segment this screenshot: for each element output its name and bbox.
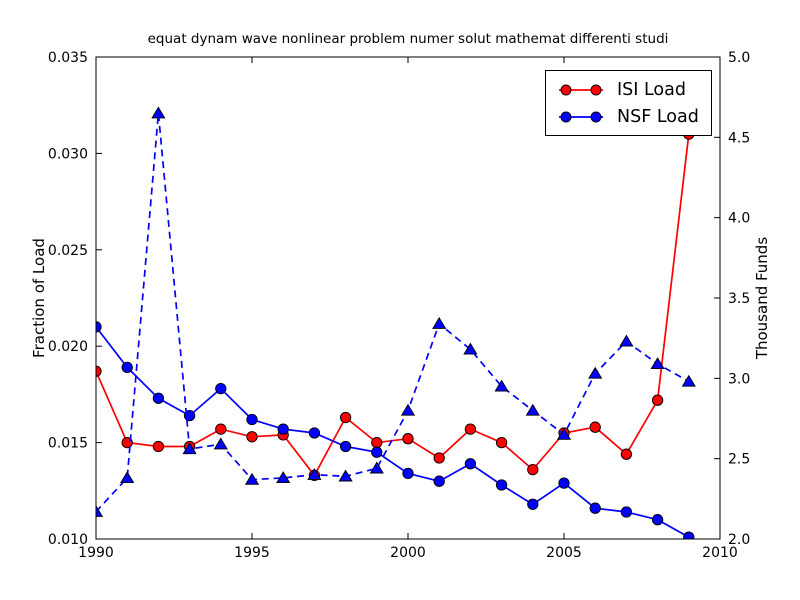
thousand-funds-marker bbox=[120, 471, 135, 484]
thousand-funds-marker bbox=[650, 357, 665, 370]
nsf-load-marker bbox=[464, 458, 477, 470]
nsf-load-marker bbox=[152, 392, 165, 404]
thousand-funds-marker bbox=[463, 342, 478, 355]
y-tick-label-right: 2.0 bbox=[728, 532, 750, 548]
nsf-load-marker bbox=[620, 506, 633, 518]
y-tick-label-right: 5.0 bbox=[728, 50, 750, 66]
nsf-load-marker bbox=[339, 440, 352, 453]
y-axis-label-right: Thousand Funds bbox=[753, 236, 771, 360]
thousand-funds-line bbox=[96, 113, 690, 513]
thousand-funds-marker bbox=[588, 366, 603, 379]
chart-title: equat dynam wave nonlinear problem numer… bbox=[147, 31, 669, 47]
isi-load-marker bbox=[464, 423, 477, 435]
x-tick-label: 1995 bbox=[234, 545, 270, 561]
x-tick-label: 2010 bbox=[702, 545, 738, 561]
isi-load-marker bbox=[651, 394, 664, 406]
thousand-funds-marker bbox=[494, 379, 509, 392]
nsf-load-marker bbox=[121, 361, 133, 374]
x-tick-label: 1990 bbox=[78, 545, 114, 561]
y-axis-label-left: Fraction of Load bbox=[30, 238, 48, 358]
nsf-load-marker bbox=[651, 514, 664, 526]
nsf-load-marker bbox=[371, 446, 383, 458]
legend: ISI Load NSF Load bbox=[545, 70, 712, 136]
y-tick-label-right: 4.0 bbox=[728, 211, 750, 227]
nsf-load-marker bbox=[215, 382, 227, 395]
series-isi-load bbox=[96, 128, 695, 482]
x-tick-label: 2005 bbox=[546, 545, 582, 561]
thousand-funds-marker bbox=[338, 469, 353, 482]
y-tick-label-left: 0.025 bbox=[48, 243, 88, 259]
y-tick-label-left: 0.035 bbox=[48, 50, 88, 66]
nsf-line-marker-icon bbox=[554, 109, 608, 125]
thousand-funds-marker bbox=[556, 427, 572, 440]
isi-load-marker bbox=[589, 421, 601, 433]
y-tick-label-right: 2.5 bbox=[728, 452, 750, 468]
isi-load-marker bbox=[527, 463, 539, 476]
thousand-funds-marker bbox=[276, 471, 291, 484]
series-nsf-load bbox=[96, 321, 695, 539]
thousand-funds-marker bbox=[432, 316, 447, 329]
y-tick-label-right: 3.0 bbox=[728, 371, 750, 387]
legend-label-isi: ISI Load bbox=[617, 79, 686, 100]
thousand-funds-marker bbox=[244, 472, 260, 485]
series-thousand-funds bbox=[96, 106, 696, 517]
isi-load-marker bbox=[495, 436, 508, 449]
thousand-funds-marker bbox=[151, 106, 166, 119]
thousand-funds-marker bbox=[619, 334, 634, 347]
y-tick-label-right: 3.5 bbox=[728, 291, 750, 307]
thousand-funds-marker bbox=[400, 403, 416, 416]
y-tick-label-left: 0.015 bbox=[48, 436, 88, 452]
isi-load-marker bbox=[339, 411, 352, 424]
isi-load-marker bbox=[246, 431, 258, 443]
nsf-load-marker bbox=[527, 498, 539, 510]
thousand-funds-marker bbox=[369, 461, 384, 474]
nsf-load-marker bbox=[683, 531, 695, 539]
legend-sample-line bbox=[559, 111, 603, 122]
nsf-load-marker bbox=[277, 423, 289, 435]
y-tick-label-left: 0.020 bbox=[48, 339, 88, 355]
legend-entry-isi: ISI Load bbox=[554, 76, 699, 103]
thousand-funds-marker bbox=[182, 442, 197, 455]
y-tick-label-left: 0.010 bbox=[48, 532, 88, 548]
y-tick-label-left: 0.030 bbox=[48, 146, 88, 162]
thousand-funds-marker bbox=[525, 403, 540, 416]
isi-load-marker bbox=[215, 423, 227, 435]
y-tick-label-right: 4.5 bbox=[728, 130, 750, 146]
nsf-load-marker bbox=[402, 467, 414, 480]
legend-entry-nsf: NSF Load bbox=[554, 103, 699, 130]
thousand-funds-marker bbox=[96, 504, 104, 517]
isi-load-marker bbox=[371, 436, 383, 449]
isi-load-marker bbox=[620, 448, 633, 460]
nsf-load-marker bbox=[308, 427, 321, 439]
isi-line-marker-icon bbox=[554, 82, 608, 98]
nsf-load-marker bbox=[589, 502, 601, 514]
nsf-load-marker bbox=[433, 475, 445, 487]
isi-load-marker bbox=[402, 433, 414, 445]
isi-load-marker bbox=[152, 440, 165, 453]
legend-label-nsf: NSF Load bbox=[617, 106, 699, 127]
nsf-load-marker bbox=[495, 479, 508, 491]
nsf-load-line bbox=[96, 326, 690, 538]
isi-load-marker bbox=[433, 452, 445, 464]
thousand-funds-marker bbox=[213, 437, 228, 450]
thousand-funds-marker bbox=[307, 467, 322, 480]
x-tick-label: 2000 bbox=[390, 545, 426, 561]
nsf-load-marker bbox=[558, 477, 570, 489]
legend-sample-line bbox=[559, 84, 603, 95]
nsf-load-marker bbox=[246, 413, 258, 426]
thousand-funds-marker bbox=[681, 374, 696, 387]
